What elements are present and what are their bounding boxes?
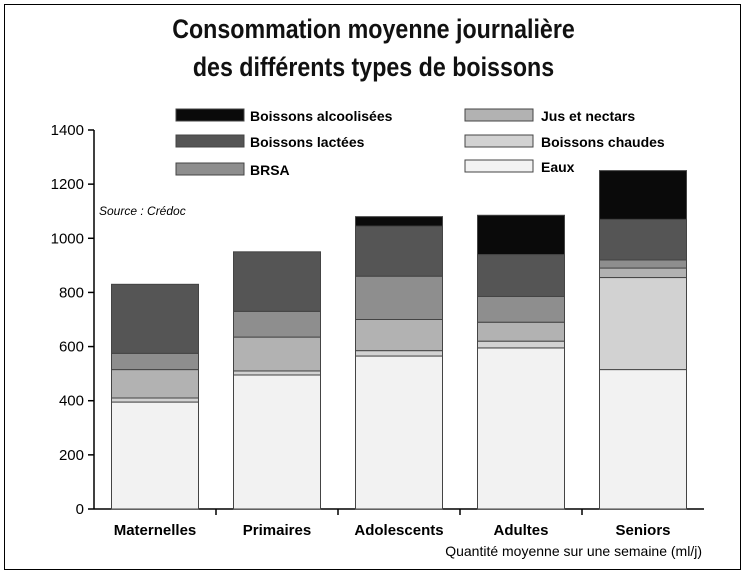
- bar-seniors-eaux: [599, 369, 687, 510]
- bar-seniors-boissons-chaudes: [599, 277, 687, 371]
- bar-seniors-boissons-alcoolisees: [599, 170, 687, 220]
- legend-label-boissons-lactees: Boissons lactées: [250, 134, 365, 150]
- bar-maternelles-boissons-chaudes: [111, 397, 199, 403]
- bar-primaires-boissons-chaudes: [233, 370, 321, 376]
- x-category-label: Seniors: [615, 522, 670, 539]
- bar-adultes-brsa: [477, 295, 565, 323]
- bar-seniors-jus-et-nectars: [599, 267, 687, 279]
- x-category-label: Adultes: [493, 522, 548, 539]
- bar-adolescents-jus-et-nectars: [355, 319, 443, 352]
- legend-swatch-jus-et-nectars: [464, 108, 534, 122]
- y-tick-label: 0: [76, 501, 84, 518]
- legend-swatch-eaux: [464, 159, 534, 173]
- bar-adultes-boissons-alcoolisees: [477, 214, 565, 256]
- bar-maternelles-brsa: [111, 352, 199, 371]
- bar-adolescents-brsa: [355, 275, 443, 320]
- bar-primaires-boissons-lactees: [233, 251, 321, 312]
- bar-adultes-boissons-lactees: [477, 254, 565, 297]
- legend-swatch-boissons-lactees: [175, 134, 245, 148]
- x-category-label: Primaires: [243, 522, 311, 539]
- y-tick-label: 200: [59, 447, 84, 464]
- chart-title: Consommation moyenne journalière des dif…: [52, 10, 694, 86]
- x-axis-label: Quantité moyenne sur une semaine (ml/j): [445, 543, 702, 559]
- legend-label-eaux: Eaux: [541, 159, 575, 175]
- y-tick-label: 400: [59, 393, 84, 410]
- legend-label-boissons-alcoolisees: Boissons alcoolisées: [250, 108, 393, 124]
- bar-primaires-jus-et-nectars: [233, 336, 321, 372]
- y-tick-label: 600: [59, 339, 84, 356]
- legend-swatch-boissons-alcoolisees: [175, 108, 245, 122]
- source-note: Source : Crédoc: [99, 204, 186, 218]
- bar-adolescents-boissons-lactees: [355, 225, 443, 277]
- x-category-label: Adolescents: [354, 522, 443, 539]
- y-tick-label: 1000: [51, 230, 84, 247]
- x-category-label: Maternelles: [114, 522, 197, 539]
- legend-swatch-brsa: [175, 162, 245, 176]
- legend-label-jus-et-nectars: Jus et nectars: [541, 108, 635, 124]
- bar-seniors-brsa: [599, 259, 687, 269]
- legend-label-boissons-chaudes: Boissons chaudes: [541, 134, 665, 150]
- bar-adultes-boissons-chaudes: [477, 340, 565, 349]
- bar-adultes-jus-et-nectars: [477, 321, 565, 342]
- chart-title-line-1: Consommation moyenne journalière: [172, 14, 575, 44]
- bar-primaires-brsa: [233, 310, 321, 338]
- bar-adolescents-eaux: [355, 355, 443, 510]
- y-tick-label: 1400: [51, 122, 84, 139]
- y-tick-label: 1200: [51, 176, 84, 193]
- y-tick-label: 800: [59, 284, 84, 301]
- bar-maternelles-boissons-lactees: [111, 283, 199, 354]
- bar-maternelles-jus-et-nectars: [111, 369, 199, 399]
- bar-adolescents-boissons-chaudes: [355, 350, 443, 357]
- bar-adultes-eaux: [477, 347, 565, 510]
- legend-swatch-boissons-chaudes: [464, 134, 534, 148]
- bar-primaires-eaux: [233, 374, 321, 510]
- chart-title-line-2: des différents types de boissons: [192, 52, 555, 82]
- bar-maternelles-eaux: [111, 401, 199, 510]
- bar-seniors-boissons-lactees: [599, 218, 687, 261]
- legend-label-brsa: BRSA: [250, 162, 290, 178]
- chart-frame: [4, 4, 741, 570]
- bar-adolescents-boissons-alcoolisees: [355, 216, 443, 227]
